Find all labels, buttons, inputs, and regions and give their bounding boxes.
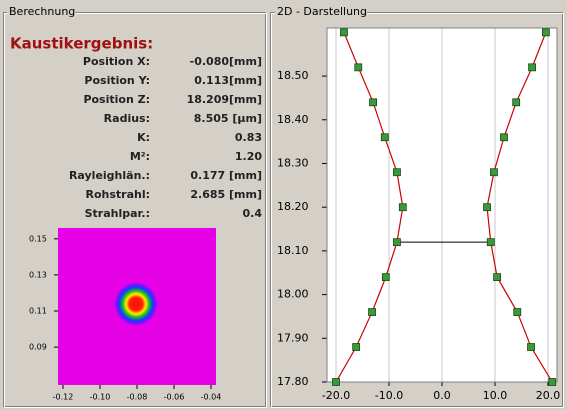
field-label: K: xyxy=(137,131,150,144)
field-value: -0.080[mm] xyxy=(190,55,262,68)
data-point xyxy=(494,274,501,281)
y-tick-label: 17.90 xyxy=(277,331,309,344)
data-point xyxy=(369,309,376,316)
data-point xyxy=(399,204,406,211)
field-value: 8.505 [µm] xyxy=(194,112,262,125)
data-point xyxy=(542,29,549,36)
field-value: 2.685 [mm] xyxy=(190,188,262,201)
x-tick-label: 0.0 xyxy=(433,389,451,402)
y-tick-label: 18.50 xyxy=(277,69,309,82)
field-label: Strahlpar.: xyxy=(85,207,150,220)
x-tick-label: -20.0 xyxy=(322,389,350,402)
y-tick-label: 0.13 xyxy=(29,270,47,279)
field-value: 1.20 xyxy=(235,150,262,163)
data-point xyxy=(549,379,556,386)
field-label: Radius: xyxy=(104,112,150,125)
field-value: 0.177 [mm] xyxy=(190,169,262,182)
field-label: Position X: xyxy=(83,55,150,68)
x-tick-label: -0.10 xyxy=(90,393,111,402)
data-point xyxy=(529,64,536,71)
x-tick-label: -0.04 xyxy=(201,393,222,402)
data-point xyxy=(528,344,535,351)
data-point xyxy=(353,344,360,351)
y-tick-label: 0.09 xyxy=(29,343,47,352)
data-point xyxy=(490,169,497,176)
data-point xyxy=(382,274,389,281)
y-tick-label: 18.00 xyxy=(277,288,309,301)
x-tick-label: -0.12 xyxy=(53,393,74,402)
data-point xyxy=(487,239,494,246)
field-label: Position Y: xyxy=(84,74,150,87)
data-point xyxy=(501,134,508,141)
x-tick-label: -0.08 xyxy=(127,393,148,402)
field-label: Position Z: xyxy=(83,93,150,106)
field-value: 0.83 xyxy=(235,131,262,144)
data-point xyxy=(340,29,347,36)
heading: Kaustikergebnis: xyxy=(10,35,153,53)
data-point xyxy=(514,309,521,316)
field-value: 0.113[mm] xyxy=(194,74,262,87)
y-tick-label: 0.11 xyxy=(29,307,47,316)
field-value: 18.209[mm] xyxy=(187,93,262,106)
y-tick-label: 0.15 xyxy=(29,234,47,243)
data-point xyxy=(513,99,520,106)
y-tick-label: 17.80 xyxy=(277,375,309,388)
field-label: Rohstrahl: xyxy=(85,188,150,201)
data-point xyxy=(370,99,377,106)
y-tick-label: 18.40 xyxy=(277,113,309,126)
data-point xyxy=(393,239,400,246)
x-tick-label: 20.0 xyxy=(536,389,561,402)
data-point xyxy=(333,379,340,386)
field-label: M²: xyxy=(130,150,150,163)
data-point xyxy=(355,64,362,71)
y-tick-label: 18.10 xyxy=(277,244,309,257)
field-value: 0.4 xyxy=(243,207,263,220)
group-title: 2D - Darstellung xyxy=(277,5,367,18)
window: Berechnung Kaustikergebnis: 2D - Darstel… xyxy=(0,0,567,410)
x-tick-label: -10.0 xyxy=(375,389,403,402)
y-tick-label: 18.30 xyxy=(277,156,309,169)
group-title: Berechnung xyxy=(9,5,75,18)
x-tick-label: 10.0 xyxy=(483,389,508,402)
beam-spot xyxy=(114,282,158,326)
y-tick-label: 18.20 xyxy=(277,200,309,213)
data-point xyxy=(381,134,388,141)
data-point xyxy=(393,169,400,176)
x-tick-label: -0.06 xyxy=(164,393,185,402)
data-point xyxy=(484,204,491,211)
field-label: Rayleighlän.: xyxy=(69,169,150,182)
